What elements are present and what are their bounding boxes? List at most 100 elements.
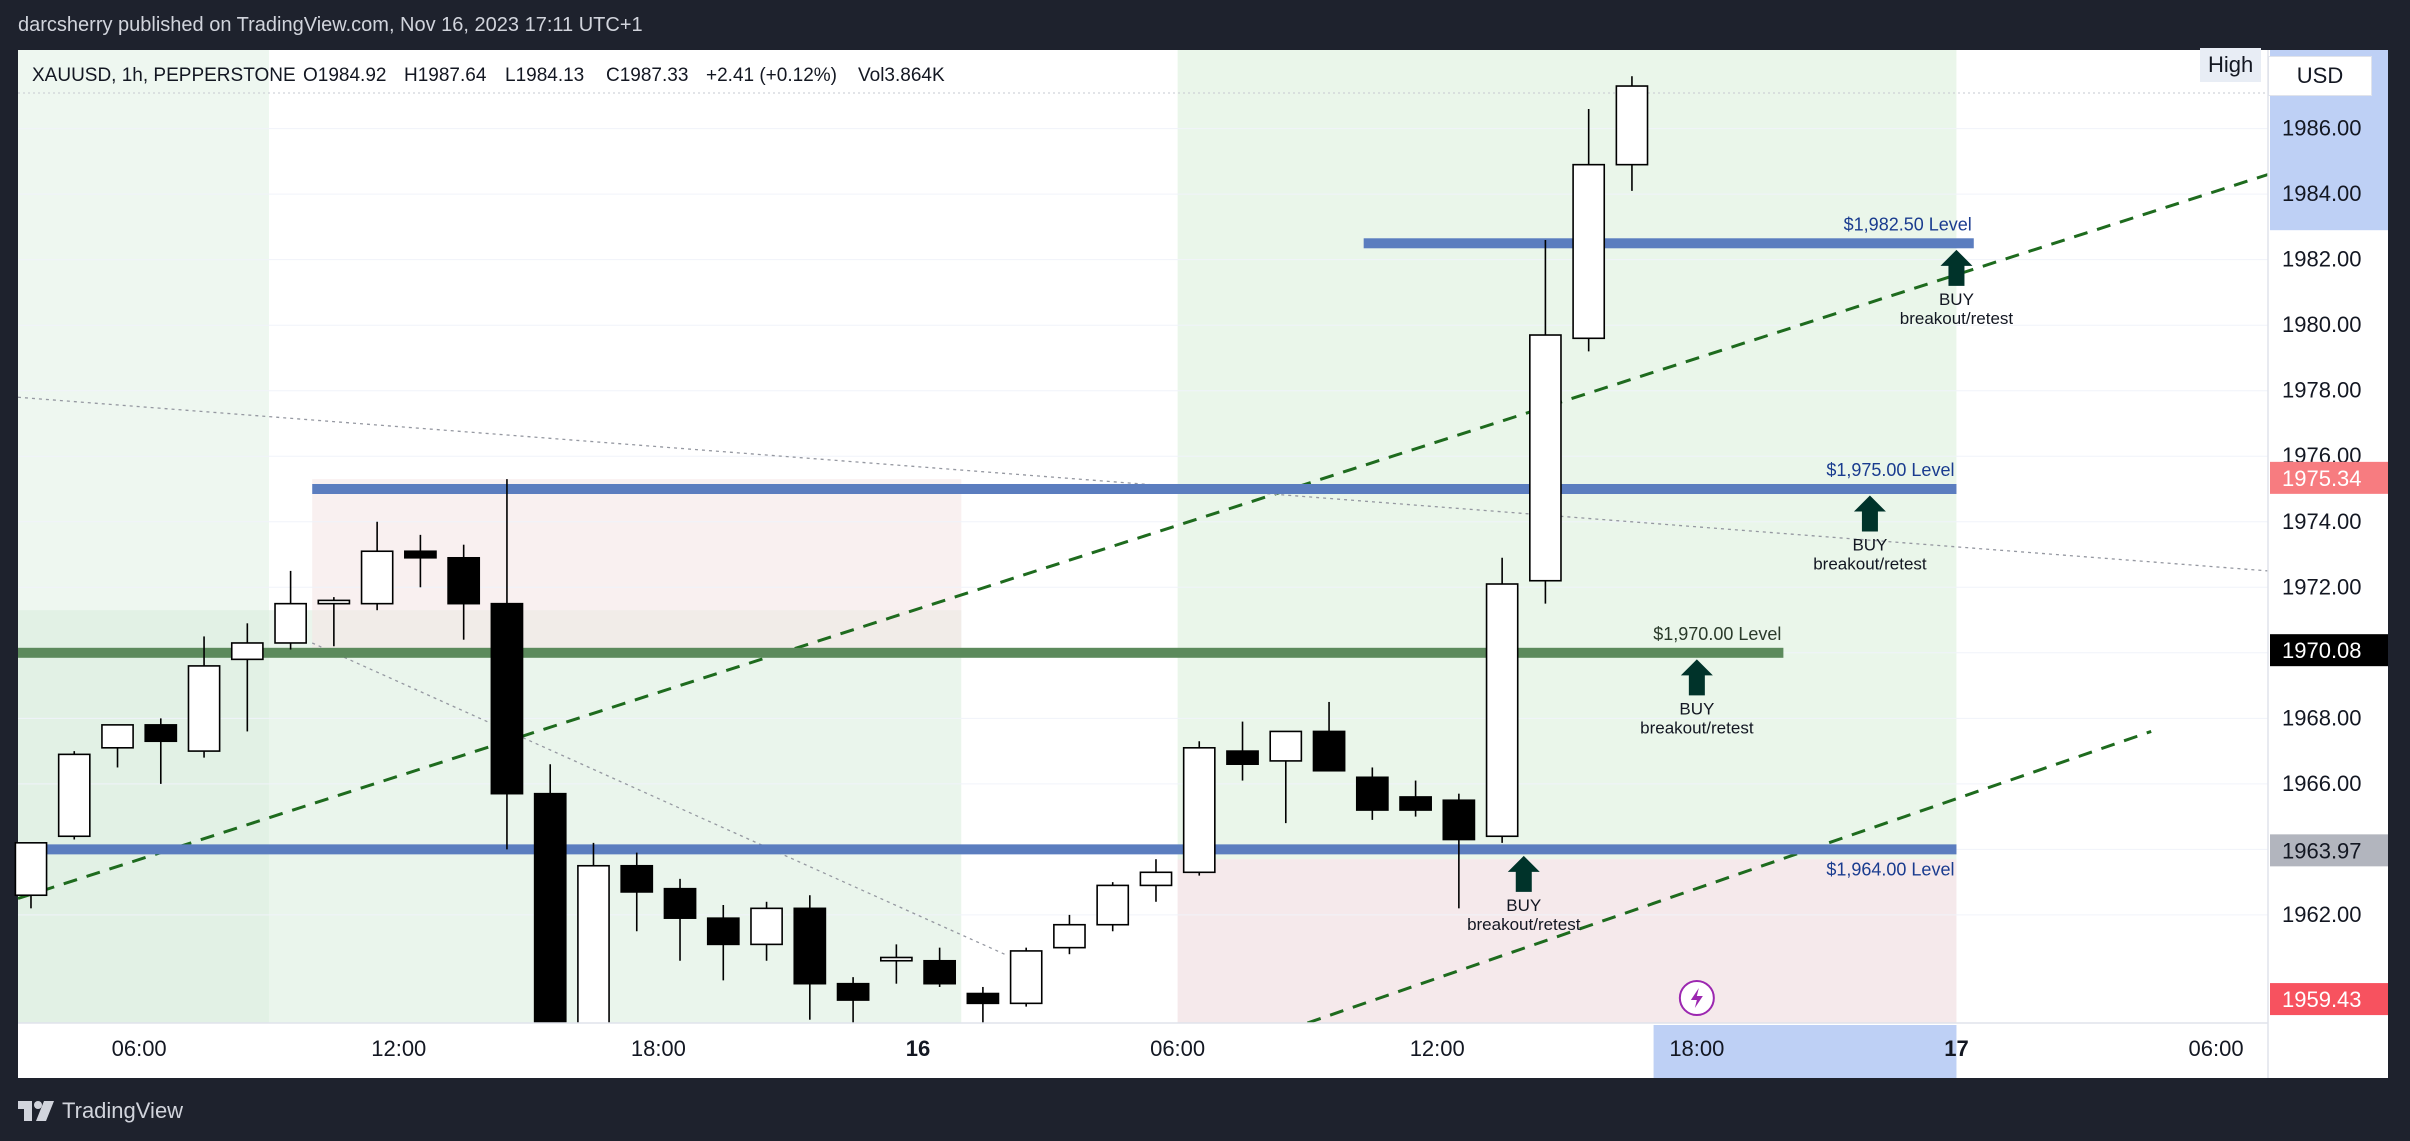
x-tick-label: 17 — [1944, 1036, 1968, 1061]
candle-body — [1529, 334, 1562, 582]
annotation-buy: BUY — [1939, 290, 1974, 309]
annotation-breakout: breakout/retest — [1813, 555, 1927, 574]
candle-body — [1096, 884, 1130, 926]
candle-body — [750, 907, 783, 946]
y-tick-label: 1984.00 — [2282, 181, 2362, 206]
x-tick-label: 06:00 — [1150, 1036, 1205, 1061]
y-tick-label: 1974.00 — [2282, 509, 2362, 534]
legend-volume: Vol3.864K — [858, 65, 945, 86]
x-tick-label: 18:00 — [631, 1036, 686, 1061]
y-tick-label: 1968.00 — [2282, 705, 2362, 730]
candle-body — [706, 917, 740, 946]
levels: $1,982.50 Level $1,975.00 Level $1,970.00 … — [18, 214, 1974, 879]
candle-body — [577, 864, 610, 1028]
candle-body — [490, 602, 524, 795]
candle-body — [360, 550, 394, 605]
lightning-icon-bolt — [1690, 988, 1703, 1008]
annotation-breakout: breakout/retest — [1467, 915, 1581, 934]
y-tick-label: 1978.00 — [2282, 378, 2362, 403]
legend-change: +2.41 (+0.12%) — [706, 65, 837, 86]
level-line-0 — [1363, 238, 1974, 249]
tradingview-brand: TradingView — [62, 1098, 184, 1123]
level-label-3: $1,964.00 Level — [1826, 859, 1954, 879]
candle-body — [187, 665, 221, 752]
level-label-0: $1,982.50 Level — [1844, 214, 1972, 234]
level-line-2 — [18, 647, 1784, 658]
zone-4 — [1177, 859, 1957, 1023]
x-axis: 06:00 12:00 18:00 16 06:00 12:00 18:00 17 06:00 — [18, 1022, 2388, 1078]
x-tick-label: 06:00 — [2189, 1036, 2244, 1061]
trendline-0 — [17, 173, 2269, 900]
level-line-3 — [18, 844, 1957, 855]
publisher-text: darcsherry published on TradingView.com,… — [18, 14, 643, 36]
price-tag-2 — [2270, 834, 2388, 867]
candle-body — [101, 724, 134, 749]
price-tag-label: 1975.34 — [2282, 466, 2362, 491]
candles — [14, 76, 1649, 1079]
trendline-3 — [311, 642, 1005, 955]
price-tag-label: 1959.43 — [2282, 987, 2362, 1012]
up-arrow-icon — [1940, 249, 1973, 286]
candle-body — [1399, 796, 1432, 811]
y-tick-label: 1980.00 — [2282, 312, 2362, 337]
candle-body — [1572, 163, 1606, 340]
candle-body — [923, 959, 957, 985]
price-tag-label: 1963.97 — [2282, 838, 2362, 863]
up-arrow-icon — [1853, 495, 1886, 532]
price-tag-1 — [2270, 634, 2388, 667]
annotation-buy: BUY — [1852, 536, 1887, 555]
legend-symbol: XAUUSD, 1h, PEPPERSTONE — [32, 65, 296, 86]
ohlc-legend: XAUUSD, 1h, PEPPERSTONE O1984.92 H1987.6… — [32, 65, 945, 86]
x-tick-label: 16 — [906, 1036, 930, 1061]
candle-body — [447, 556, 481, 605]
x-tick-label: 18:00 — [1669, 1036, 1724, 1061]
candle-body — [1442, 799, 1476, 841]
price-tag-label: 1970.08 — [2282, 638, 2362, 663]
buy-annotations: BUYbreakout/retestBUYbreakout/retestBUYb… — [1467, 249, 2014, 1016]
currency-button[interactable]: USD — [2268, 56, 2372, 96]
tradingview-logo[interactable]: TradingView — [18, 1098, 183, 1124]
candle-body — [1053, 923, 1086, 949]
candle-body — [1312, 730, 1346, 772]
zone-3 — [1177, 50, 1957, 860]
candle-body — [966, 992, 1000, 1005]
footer-bar: TradingView — [0, 1078, 2410, 1141]
y-tick-label: 1986.00 — [2282, 116, 2362, 141]
annotation-buy: BUY — [1679, 699, 1714, 718]
candle-body — [57, 753, 91, 838]
candle-body — [879, 956, 913, 962]
y-tick-label: 1972.00 — [2282, 574, 2362, 599]
level-label-1: $1,975.00 Level — [1826, 460, 1954, 480]
annotation-breakout: breakout/retest — [1640, 718, 1754, 737]
y-tick-label: 1966.00 — [2282, 771, 2362, 796]
candle-body — [836, 982, 870, 1001]
x-tick-label: 06:00 — [112, 1036, 167, 1061]
legend-high: H1987.64 — [404, 65, 487, 86]
candle-body — [533, 792, 567, 1034]
y-tick-label: 1962.00 — [2282, 902, 2362, 927]
annotation-breakout: breakout/retest — [1900, 309, 2014, 328]
candle-body — [1139, 871, 1173, 887]
candle-body — [1269, 730, 1303, 762]
axis-corner — [2268, 1023, 2388, 1078]
level-line-1 — [312, 483, 1957, 494]
candle-body — [230, 642, 264, 661]
candle-body — [1226, 750, 1259, 765]
annotation-buy: BUY — [1506, 896, 1541, 915]
trendline-1 — [1306, 730, 2152, 1025]
legend-open: O1984.92 — [303, 65, 386, 86]
x-tick-label: 12:00 — [1410, 1036, 1465, 1061]
x-crosshair-band — [1653, 1025, 1957, 1078]
candle-body — [793, 907, 827, 985]
candle-body — [14, 842, 48, 897]
up-arrow-icon — [1507, 855, 1540, 892]
candle-body — [1355, 776, 1389, 811]
shaded-zones — [18, 50, 2268, 1023]
y-tick-label: 1982.00 — [2282, 247, 2362, 272]
high-button[interactable]: High — [2200, 48, 2262, 82]
publisher-bar: darcsherry published on TradingView.com,… — [0, 0, 2410, 50]
